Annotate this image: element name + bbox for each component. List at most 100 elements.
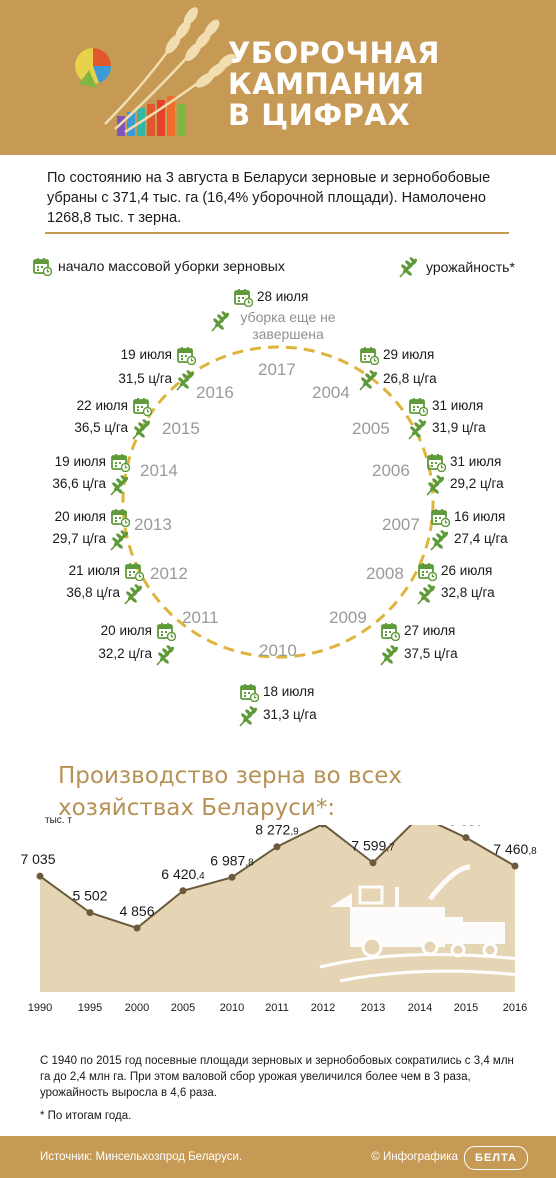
wheat-ear-icon xyxy=(210,310,232,332)
wheel-yield-2007: 27,4 ц/га xyxy=(454,531,508,546)
wheel-yield-2004: 26,8 ц/га xyxy=(383,371,437,386)
chart-point xyxy=(273,843,281,851)
chart-x-tick: 2005 xyxy=(171,1002,195,1014)
page-title: УБОРОЧНАЯ КАМПАНИЯ В ЦИФРАХ xyxy=(228,36,441,132)
divider xyxy=(45,232,509,234)
calendar-icon xyxy=(426,452,446,472)
chart-point xyxy=(86,909,94,917)
chart-point xyxy=(228,873,236,881)
chart-point xyxy=(179,887,187,895)
wheel-yield-2010: 31,3 ц/га xyxy=(263,707,317,722)
calendar-icon xyxy=(110,507,130,527)
wheat-ear-icon xyxy=(407,418,429,440)
calendar-icon xyxy=(359,345,379,365)
wheel-date-2012: 21 июля xyxy=(68,563,120,578)
harvester-illustration xyxy=(319,864,521,983)
wheat-ear-icon xyxy=(358,369,380,391)
chart-value-label: 7 599,7 xyxy=(351,838,395,854)
chart-point xyxy=(369,859,377,867)
production-chart: 7 035 1990 5 502 1995 4 856 2000 6 420,4 2005 6 … xyxy=(20,825,537,1014)
chart-value-label: 6 987,8 xyxy=(210,852,254,868)
intro-text: По состоянию на 3 августа в Беларуси зер… xyxy=(47,170,491,226)
belta-logo: БЕЛТА xyxy=(464,1146,528,1170)
wheel-date-2007: 16 июля xyxy=(454,509,506,524)
wheel-year-2011: 2011 xyxy=(182,608,219,627)
chart-value-label: 5 502 xyxy=(72,888,107,904)
wheat-ear-icon xyxy=(425,474,447,496)
chart-point xyxy=(511,862,519,870)
wheel-year-2012: 2012 xyxy=(150,564,188,583)
chart-x-tick: 2013 xyxy=(361,1002,385,1014)
chart-x-tick: 2012 xyxy=(311,1002,335,1014)
wheel-date-2014: 19 июля xyxy=(54,454,106,469)
wheel-yield-2008: 32,8 ц/га xyxy=(441,585,495,600)
chart-value-label: 7 035 xyxy=(20,851,55,867)
wheat-ear-icon xyxy=(175,369,197,391)
chart-x-tick: 2014 xyxy=(408,1002,432,1014)
calendar-icon xyxy=(176,345,196,365)
chart-x-tick: 2015 xyxy=(454,1002,478,1014)
wheel-year-2017: 2017 xyxy=(258,360,296,379)
calendar-icon xyxy=(132,396,152,416)
wheel-year-2014: 2014 xyxy=(140,461,178,480)
chart-value-label: 6 420,4 xyxy=(161,866,205,882)
chart-value-label: 8 657 xyxy=(448,825,483,829)
chart-point xyxy=(133,924,141,932)
wheat-chart-illustration xyxy=(75,7,236,136)
wheat-ear-icon xyxy=(109,529,131,551)
chart-x-tick: 1990 xyxy=(28,1002,52,1014)
footer: Источник: Минсельхозпрод Беларуси. © Инф… xyxy=(0,1136,556,1178)
wheel-date-2009: 27 июля xyxy=(404,623,456,638)
legend-yield-label: урожайность* xyxy=(426,259,515,275)
legend-start-label: начало массовой уборки зерновых xyxy=(58,258,285,274)
header-banner: УБОРОЧНАЯ КАМПАНИЯ В ЦИФРАХ xyxy=(0,0,556,155)
wheel-date-2015: 22 июля xyxy=(76,398,128,413)
calendar-icon xyxy=(233,287,253,307)
wheel-yield-2009: 37,5 ц/га xyxy=(404,646,458,661)
wheel-yield-2014: 36,6 ц/га xyxy=(52,476,106,491)
wheel-yield-2005: 31,9 ц/га xyxy=(432,420,486,435)
wheel-year-2005: 2005 xyxy=(352,419,390,438)
wheat-ear-icon xyxy=(379,644,401,666)
calendar-icon xyxy=(430,507,450,527)
chart-x-tick: 2011 xyxy=(265,1002,289,1014)
wheat-ear-icon xyxy=(398,256,420,278)
calendar-icon xyxy=(124,561,144,581)
wheel-date-2017: 28 июля xyxy=(257,289,309,304)
wheel-yield-2006: 29,2 ц/га xyxy=(450,476,504,491)
chart-x-tick: 1995 xyxy=(78,1002,102,1014)
source-text: Источник: Минсельхозпрод Беларуси. xyxy=(40,1151,243,1163)
wheel-date-2008: 26 июля xyxy=(441,563,493,578)
calendar-icon xyxy=(417,561,437,581)
harvest-ring xyxy=(121,345,435,659)
wheat-ear-icon xyxy=(109,474,131,496)
wheat-ear-icon xyxy=(238,705,260,727)
wheel-yield-2012: 36,8 ц/га xyxy=(66,585,120,600)
wheel-year-2013: 2013 xyxy=(134,515,172,534)
chart-x-tick: 2016 xyxy=(503,1002,527,1014)
wheel-date-2011: 20 июля xyxy=(100,623,152,638)
chart-value-label: 7 460,8 xyxy=(493,841,537,857)
calendar-icon xyxy=(32,256,52,276)
chart-title: Производство зерна во всех хозяйствах Бе… xyxy=(58,763,402,821)
calendar-icon xyxy=(110,452,130,472)
wheat-ear-icon xyxy=(155,644,177,666)
wheel-date-2005: 31 июля xyxy=(432,398,484,413)
wheel-year-2004: 2004 xyxy=(312,383,350,402)
chart-value-label: 4 856 xyxy=(119,903,154,919)
wheel-yield-2016: 31,5 ц/га xyxy=(118,371,172,386)
chart-point xyxy=(36,872,44,880)
wheel-year-2016: 2016 xyxy=(196,383,234,402)
wheat-ear-icon xyxy=(416,583,438,605)
wheel-yield-2015: 36,5 ц/га xyxy=(74,420,128,435)
wheel-date-2016: 19 июля xyxy=(120,347,172,362)
wheel-date-2013: 20 июля xyxy=(54,509,106,524)
calendar-icon xyxy=(239,682,259,702)
legend-yield: урожайность* xyxy=(398,256,515,278)
footnote-asterisk: * По итогам года. xyxy=(40,1110,132,1122)
calendar-icon xyxy=(380,621,400,641)
credit-text: © Инфографика xyxy=(371,1151,458,1163)
wheat-ear-icon xyxy=(429,529,451,551)
wheel-yield-2013: 29,7 ц/га xyxy=(52,531,106,546)
wheat-ear-icon xyxy=(131,418,153,440)
